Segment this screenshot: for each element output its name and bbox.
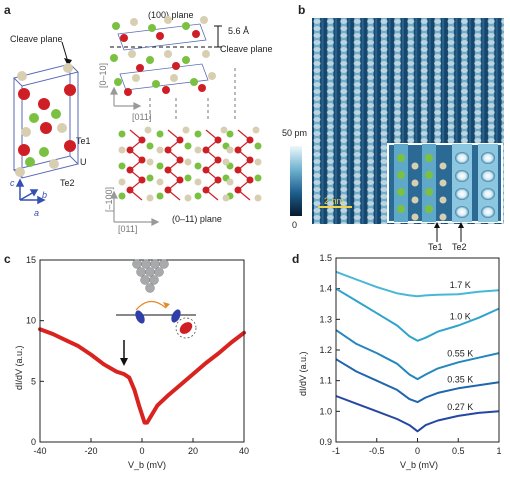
axis-a-label: a: [34, 208, 40, 218]
cleave-arrow: [61, 41, 69, 63]
scalebar-line: [318, 206, 352, 208]
cleave-plane-label-left: Cleave plane: [10, 34, 63, 44]
colorbar-top-label: 50 pm: [282, 128, 308, 138]
chart-d-series-label: 1.0 K: [450, 311, 471, 321]
unit-cell-atoms: [15, 63, 76, 177]
cleave-arrowhead: [64, 58, 72, 66]
te2-label-b: Te2: [452, 242, 467, 252]
chart-d-series: [335, 270, 500, 433]
chart-d-xtick-label: 0.5: [452, 446, 465, 456]
plane-100-label: (100) plane: [148, 10, 194, 20]
chart-d-xlabel: V_b (mV): [400, 460, 439, 470]
te2-label-a: Te2: [60, 178, 75, 188]
crystal-structure-diagram: [13, 16, 262, 226]
unit-cell: [13, 63, 79, 179]
chart-c-series-line: [38, 327, 246, 425]
chart-c-xtick-label: 0: [139, 446, 144, 456]
chart-d-ylabel: dI/dV (a.u.): [298, 351, 308, 396]
panel-b-label: b: [298, 3, 306, 17]
u-label-a: U: [80, 157, 87, 167]
panel-d-label: d: [292, 252, 300, 266]
chart-c-ytick-label: 15: [26, 255, 36, 265]
chart-d-ytick-label: 1.5: [319, 253, 332, 263]
panel-a-label: a: [4, 3, 11, 17]
colorbar: [290, 146, 302, 216]
inset-arrows: [434, 222, 464, 242]
stm-image: [312, 18, 504, 224]
layered-structure-top: [110, 16, 216, 96]
chart-d-ytick-label: 1.2: [319, 345, 332, 355]
chart-c-xtick-label: -20: [84, 446, 97, 456]
chart-d-series-line: [335, 329, 500, 381]
chart-d-series-label: 0.35 K: [447, 374, 473, 384]
chart-d-series-label: 1.7 K: [450, 280, 471, 290]
direction-arrows-bottom: [110, 190, 160, 226]
chart-d-series-label: 0.55 K: [447, 348, 473, 358]
stm-inset: [387, 143, 503, 223]
chart-d-ytick-label: 0.9: [319, 437, 332, 447]
chart-d-ticks: -1 -0.5 0 0.5 1 0.9 1.0 1.1 1.2 1.3 1.4 1.5: [319, 253, 501, 456]
chart-d-frame: [335, 257, 500, 443]
chart-c-ytick-label: 0: [31, 437, 36, 447]
te1-label-b: Te1: [428, 242, 443, 252]
dir-011-top-label: [011]: [132, 112, 152, 122]
chart-c: -40 -20 0 20 40 0 5 10 15: [26, 255, 249, 456]
chart-d-ytick-label: 1.3: [319, 314, 332, 324]
direction-arrows-top: [110, 86, 142, 110]
chart-d-xtick-label: -0.5: [369, 446, 385, 456]
chart-d-series-line: [335, 395, 500, 433]
chart-d-series-line: [335, 270, 500, 298]
chart-c-xtick-label: -40: [33, 446, 46, 456]
colorbar-bottom-label: 0: [292, 220, 298, 230]
chart-c-xlabel: V_b (mV): [128, 460, 167, 470]
chart-c-arrowhead: [120, 358, 128, 366]
panel-c-label: c: [4, 252, 11, 266]
chart-c-xtick-label: 20: [188, 446, 198, 456]
axis-triad: [15, 178, 46, 205]
spacing-label: 5.6 Å: [228, 26, 250, 36]
connector-lines: [149, 68, 236, 120]
axis-b-label: b: [42, 190, 48, 200]
chart-c-ytick-label: 10: [26, 316, 36, 326]
chart-d-xtick-label: -1: [332, 446, 340, 456]
chart-d-ytick-label: 1.4: [319, 284, 332, 294]
chart-c-ytick-label: 5: [31, 376, 36, 386]
stm-tip-illustration: [116, 259, 197, 339]
atomic-chains-bottom: [118, 126, 262, 202]
chart-c-xtick-label: 40: [239, 446, 249, 456]
dir-011-bottom-label: [011]: [118, 224, 138, 234]
chart-c-ylabel: dI/dV (a.u.): [14, 345, 24, 390]
chart-d-series-labels: 1.7 K 1.0 K 0.55 K 0.35 K 0.27 K: [447, 280, 473, 412]
chart-d-xtick-label: 1: [496, 446, 501, 456]
chart-d-ytick-label: 1.1: [319, 376, 332, 386]
chart-d: -1 -0.5 0 0.5 10.91.01.11.21.31.41.5 1.7 K1.…: [319, 253, 501, 456]
chart-d-xtick-label: 0: [415, 446, 420, 456]
plane-0-11-label: (0–11) plane: [172, 214, 222, 224]
chart-c-frame: [39, 259, 245, 443]
spacing-bracket: [214, 25, 222, 48]
chart-d-series-line: [335, 287, 500, 342]
te1-label-a: Te1: [76, 136, 91, 146]
scalebar-label: 2 nm: [324, 196, 345, 206]
chart-d-series-line: [335, 358, 500, 404]
chart-d-ytick-label: 1.0: [319, 406, 332, 416]
cleave-plane-label-right: Cleave plane: [220, 44, 273, 54]
axis-c-label: c: [10, 178, 15, 188]
chart-d-series-label: 0.27 K: [447, 402, 473, 412]
